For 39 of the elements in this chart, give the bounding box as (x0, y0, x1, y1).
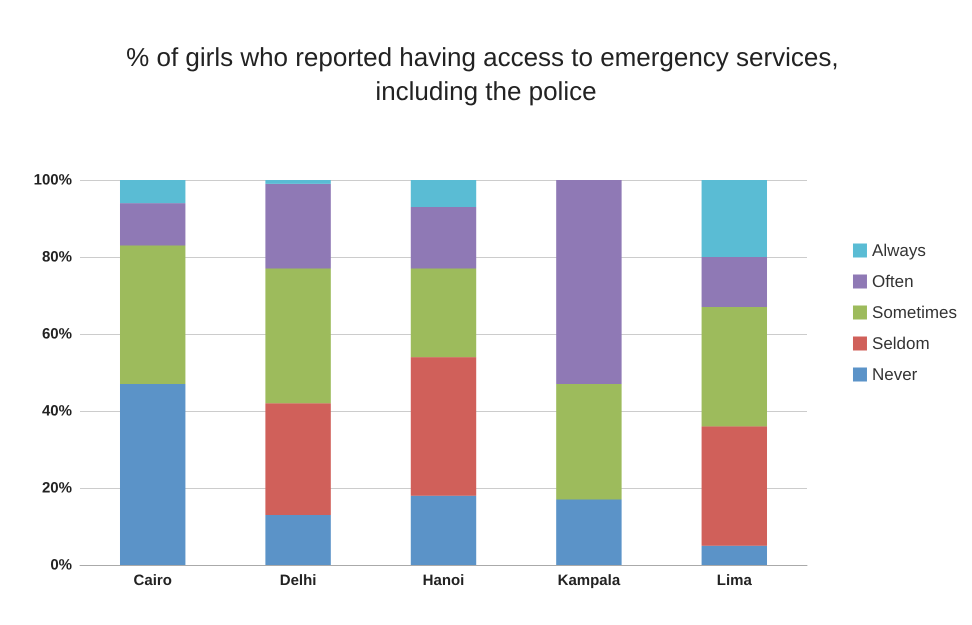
bar (702, 180, 768, 257)
x-tick-label: Delhi (280, 572, 316, 589)
legend-label: Never (872, 365, 918, 384)
bar (410, 357, 476, 496)
x-tick-label: Kampala (558, 572, 621, 589)
bar (410, 180, 476, 207)
bar (702, 257, 768, 308)
bar (120, 180, 186, 204)
bar (120, 203, 186, 246)
bar (410, 206, 476, 269)
legend-label: Always (872, 241, 926, 260)
legend-label: Sometimes (872, 303, 958, 322)
bar (265, 514, 331, 565)
chart-title: % of girls who reported having access to emergency services, including the police (126, 42, 846, 106)
bar (556, 500, 622, 565)
x-tick-label: Hanoi (422, 572, 464, 589)
y-tick-label: 20% (42, 480, 72, 496)
bar (265, 403, 331, 515)
bar (556, 180, 622, 384)
legend-label: Often (872, 272, 914, 291)
bar (702, 546, 768, 565)
bar (702, 426, 768, 546)
y-tick-label: 80% (42, 248, 72, 266)
legend-label: Seldom (872, 334, 930, 353)
x-tick-label: Cairo (134, 572, 172, 589)
x-tick-label: Lima (716, 572, 752, 589)
bar (265, 268, 331, 404)
bar (410, 496, 476, 565)
bar (702, 307, 768, 426)
y-tick-label: 40% (42, 402, 72, 420)
bar (556, 384, 622, 500)
bar (120, 245, 186, 384)
bar (410, 268, 476, 358)
bar (265, 184, 331, 269)
bar (265, 180, 331, 184)
y-tick-label: 0% (50, 556, 72, 574)
bar (120, 384, 186, 565)
y-tick-label: 100% (34, 172, 72, 188)
y-tick-label: 60% (42, 326, 72, 342)
